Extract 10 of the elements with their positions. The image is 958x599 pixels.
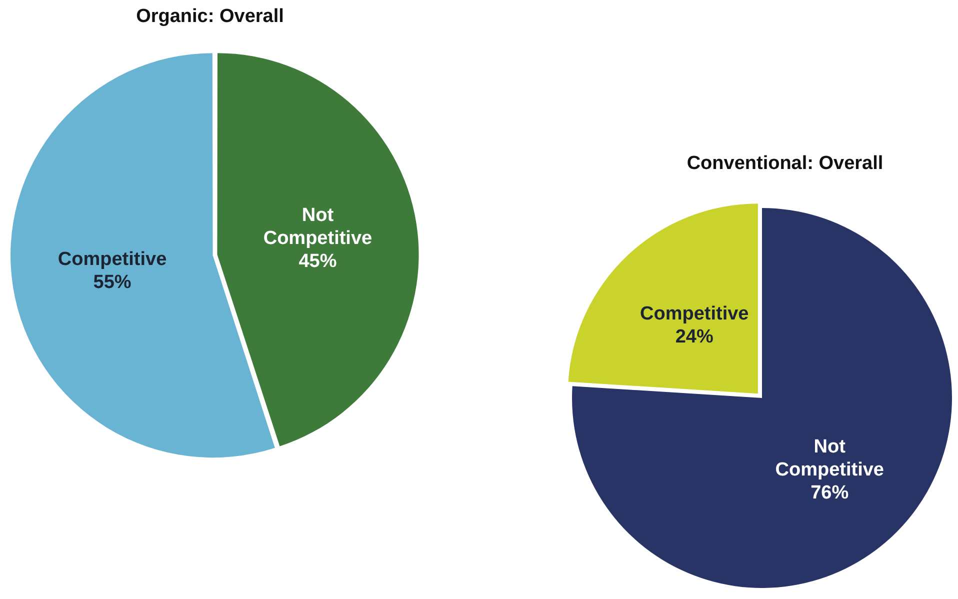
data-label: 45% [298, 250, 337, 272]
slice-label: Competitive [640, 304, 749, 325]
data-label: 55% [93, 272, 132, 294]
data-label: 76% [810, 482, 849, 504]
slice-label: Not Competitive [263, 204, 372, 249]
chart-title: Organic: Overall [136, 6, 284, 28]
slice-label: Not Competitive [775, 436, 884, 480]
data-label: 24% [675, 326, 714, 348]
chart-title: Conventional: Overall [686, 153, 884, 175]
slice-label: Competitive [58, 249, 167, 270]
